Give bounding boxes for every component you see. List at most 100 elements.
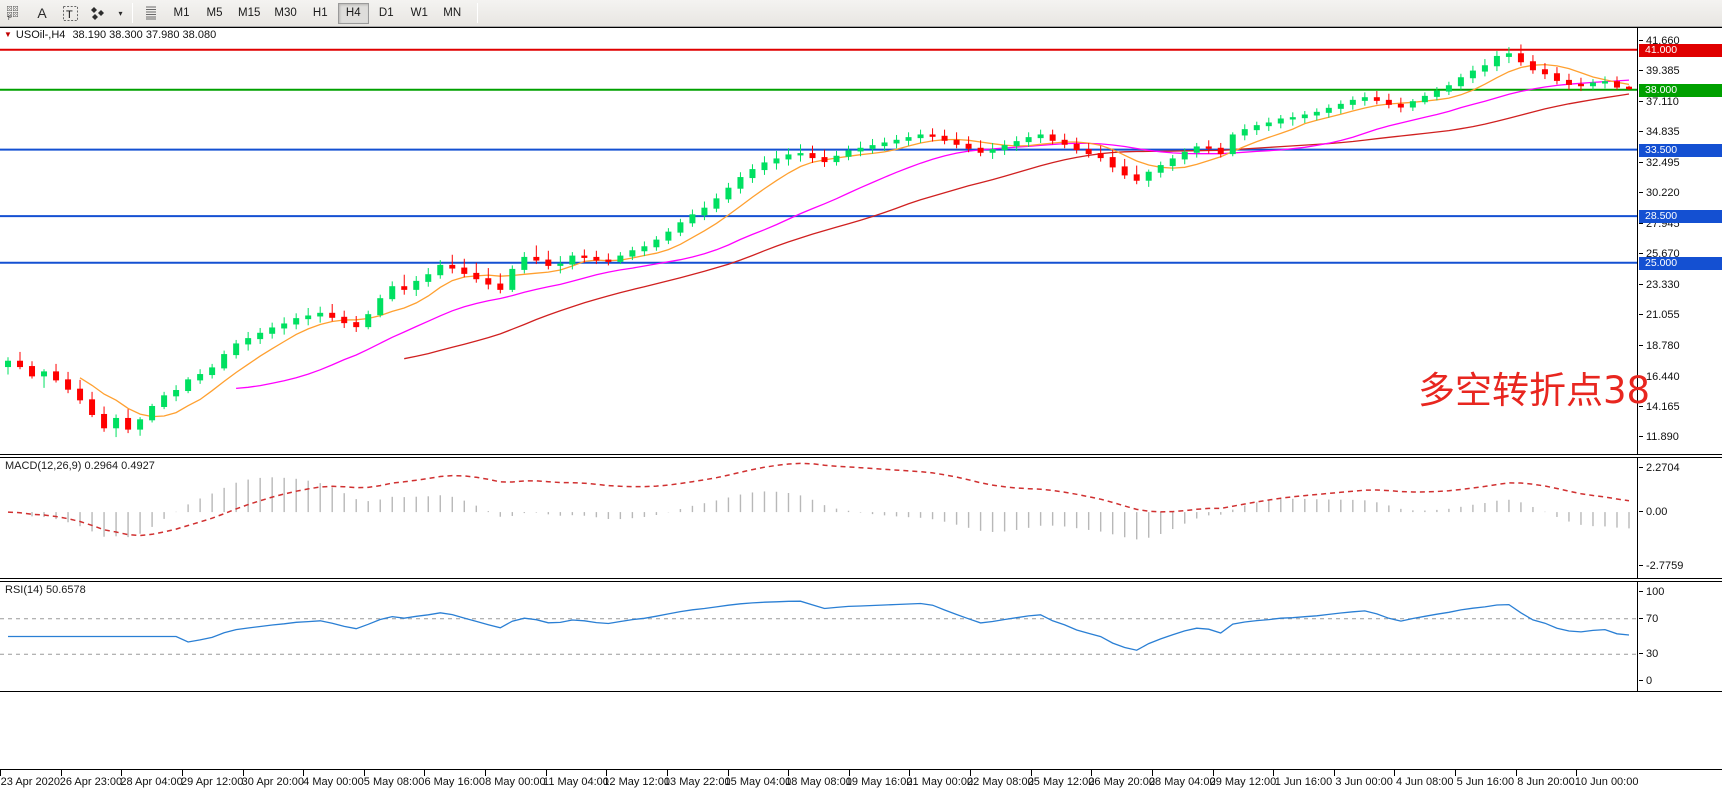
time-separator [1394, 770, 1396, 776]
time-axis-label: 11 May 04:00 [543, 776, 609, 788]
rsi-tick: 0 [1638, 675, 1722, 687]
price-tick-label: 18.780 [1646, 339, 1680, 352]
time-axis-label: 6 May 16:00 [424, 776, 485, 788]
time-axis-label: 13 May 22:00 [663, 776, 731, 788]
toolbar: F A T ▾ [0, 0, 1722, 27]
macd-plot[interactable] [0, 458, 1637, 578]
time-separator [424, 770, 426, 776]
time-separator [121, 770, 123, 776]
collapse-triangle-icon[interactable]: ▼ [4, 30, 12, 39]
price-tick-label: 16.440 [1646, 370, 1680, 383]
chart-area[interactable]: ▼ USOil-,H4 38.190 38.300 37.980 38.080 … [0, 27, 1722, 769]
time-separator [1030, 770, 1032, 776]
price-tick: 34.835 [1638, 126, 1722, 138]
price-tick: 23.330 [1638, 279, 1722, 291]
time-separator [666, 770, 668, 776]
price-panel[interactable]: ▼ USOil-,H4 38.190 38.300 37.980 38.080 … [0, 27, 1722, 455]
timeframe-d1[interactable]: D1 [378, 7, 394, 19]
time-axis-label: 25 May 12:00 [1027, 776, 1095, 788]
price-tick: 21.055 [1638, 309, 1722, 321]
time-separator [1576, 770, 1578, 776]
time-separator [485, 770, 487, 776]
rsi-series [0, 600, 1637, 655]
text-box-icon[interactable]: T [57, 2, 83, 25]
text-label-icon[interactable]: A [29, 2, 55, 25]
price-tick-label: 11.890 [1646, 431, 1679, 444]
time-separator [848, 770, 850, 776]
price-tick-label: 39.385 [1646, 65, 1680, 78]
macd-panel[interactable]: MACD(12,26,9) 0.2964 0.4927 2.2704 0.00 -2… [0, 457, 1722, 579]
rsi-tick: 70 [1638, 613, 1722, 625]
time-axis-label: 29 Apr 12:00 [181, 776, 244, 788]
price-tick: 32.495 [1638, 157, 1722, 169]
timeframe-m30[interactable]: M30 [274, 7, 297, 19]
time-separator [606, 770, 608, 776]
time-axis-label: 5 Jun 16:00 [1456, 776, 1515, 788]
rsi-tick-label: 0 [1646, 675, 1653, 687]
price-tick: 14.165 [1638, 401, 1722, 413]
level-price-badge[interactable]: 33.500 [1639, 143, 1722, 157]
timeframe-h4[interactable]: H4 [337, 2, 369, 24]
level-price-badge[interactable]: 25.000 [1639, 256, 1722, 270]
price-tick-label: 30.220 [1646, 187, 1680, 200]
time-axis-label: 12 May 12:00 [603, 776, 670, 788]
time-separator [1273, 770, 1275, 776]
time-axis-label: 4 Jun 08:00 [1396, 776, 1454, 788]
rsi-tick-label: 30 [1646, 648, 1659, 661]
rsi-tick: 30 [1638, 648, 1722, 660]
time-axis[interactable]: 23 Apr 2020 26 Apr 23:00 28 Apr 04:00 29 Ap… [0, 769, 1722, 796]
time-separator [1212, 770, 1214, 776]
timeframe-m1[interactable]: M1 [173, 7, 190, 19]
price-tick: 30.220 [1638, 187, 1722, 199]
macd-tick: 2.2704 [1638, 462, 1722, 474]
macd-tick-label: 2.2704 [1646, 462, 1680, 474]
timeframe-w1[interactable]: W1 [410, 7, 428, 19]
time-axis-label: 10 Jun 00:00 [1574, 776, 1639, 788]
rsi-axis[interactable]: 100 70 30 0 [1637, 582, 1722, 691]
time-axis-label: 3 Jun 00:00 [1335, 776, 1393, 788]
time-axis-label: 26 May 20:00 [1088, 776, 1155, 788]
time-separator [1091, 770, 1093, 776]
periodicity-list-icon[interactable] [138, 2, 164, 25]
text-label-glyph: A [37, 5, 47, 21]
dropdown-caret-icon[interactable]: ▾ [113, 2, 127, 25]
timeframe-group: M1 M5 M15 M30 H1 H4 D1 W1 MN [165, 2, 469, 24]
time-axis-label: 4 May 00:00 [303, 776, 364, 788]
rsi-label: RSI(14) 50.6578 [5, 584, 86, 596]
price-tick: 37.110 [1638, 96, 1722, 108]
rsi-plot[interactable] [0, 582, 1637, 691]
level-price-badge[interactable]: 28.500 [1639, 210, 1722, 224]
time-axis-label: 5 May 08:00 [363, 776, 425, 788]
crosshair-grid-icon[interactable]: F [1, 2, 27, 25]
level-price-badge[interactable]: 38.000 [1639, 83, 1722, 97]
time-axis-label: 23 Apr 2020 [0, 776, 60, 788]
time-separator [60, 770, 62, 776]
time-separator [909, 770, 911, 776]
timeframe-m15[interactable]: M15 [238, 7, 261, 19]
time-axis-label: 19 May 16:00 [845, 776, 913, 788]
time-separator [970, 770, 972, 776]
rsi-panel[interactable]: RSI(14) 50.6578 100 70 30 0 [0, 581, 1722, 692]
time-separator [242, 770, 244, 776]
timeframe-mn[interactable]: MN [443, 7, 462, 19]
time-separator [1333, 770, 1335, 776]
timeframe-m5[interactable]: M5 [206, 7, 223, 19]
time-separator [1515, 770, 1517, 776]
symbol-name: USOil-,H4 [15, 28, 66, 41]
time-axis-label: 28 May 04:00 [1148, 776, 1216, 788]
objects-icon[interactable] [85, 2, 111, 25]
time-axis-label: 15 May 04:00 [724, 776, 792, 788]
price-tick-label: 14.165 [1646, 400, 1680, 413]
macd-tick: 0.00 [1638, 506, 1722, 518]
time-axis-label: 8 Jun 20:00 [1517, 776, 1575, 788]
macd-axis[interactable]: 2.2704 0.00 -2.7759 [1637, 458, 1722, 578]
price-axis[interactable]: 41.660 39.385 37.110 34.835 32.495 30.220 27.9… [1637, 28, 1722, 454]
price-plot[interactable] [0, 28, 1637, 454]
price-candles [0, 44, 1637, 438]
time-axis-label: 21 May 00:00 [906, 776, 974, 788]
level-price-badge[interactable]: 41.000 [1639, 43, 1722, 57]
symbol-ohlc: 38.190 38.300 37.980 38.080 [72, 28, 217, 41]
time-axis-label: 1 Jun 16:00 [1274, 776, 1333, 788]
timeframe-h1[interactable]: H1 [312, 7, 328, 19]
time-separator [303, 770, 305, 776]
